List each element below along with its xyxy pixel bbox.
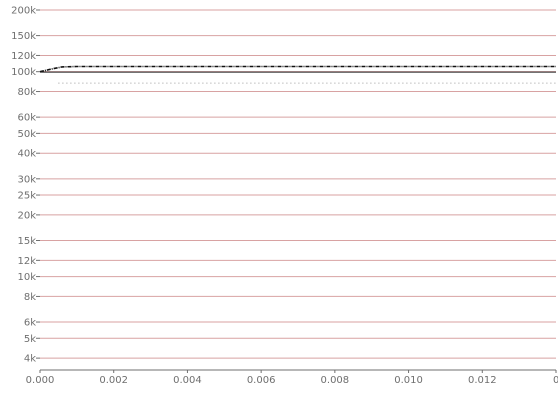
x-tick-label-6: 0.012: [468, 375, 497, 386]
y-tick-label-17: 4k: [24, 354, 36, 365]
y-tick-label-8: 30k: [17, 174, 36, 185]
x-axis: 0.000 0.002 0.004 0.006 0.008 0.010 0.012 0.01: [26, 369, 558, 386]
plot-area: [39, 65, 556, 84]
grid: [40, 9, 556, 359]
series-line-0: [39, 65, 556, 73]
y-tick-label-0: 200k: [11, 6, 36, 17]
y-tick-label-5: 60k: [17, 113, 36, 124]
y-tick-label-1: 150k: [11, 31, 36, 42]
y-tick-label-3: 100k: [11, 67, 36, 78]
x-tick-label-2: 0.004: [173, 375, 202, 386]
y-tick-label-11: 15k: [17, 236, 36, 247]
y-tick-label-12: 12k: [17, 256, 36, 267]
y-tick-label-9: 25k: [17, 191, 36, 202]
x-tick-label-5: 0.010: [394, 375, 423, 386]
y-tick-label-6: 50k: [17, 129, 36, 140]
y-tick-label-14: 8k: [24, 292, 36, 303]
y-tick-label-4: 80k: [17, 87, 36, 98]
y-tick-label-13: 10k: [17, 272, 36, 283]
y-tick-label-15: 6k: [24, 318, 36, 329]
y-tick-label-10: 20k: [17, 210, 36, 221]
x-tick-label-7: 0.01: [553, 375, 558, 386]
x-tick-label-3: 0.006: [247, 375, 276, 386]
x-tick-label-4: 0.008: [321, 375, 350, 386]
x-tick-label-1: 0.002: [99, 375, 128, 386]
y-tick-label-2: 120k: [11, 51, 36, 62]
y-axis: 200k 150k 120k 100k 80k 60k 50k 40k 30k 25k 20k 15k…: [11, 6, 40, 365]
y-tick-label-16: 5k: [24, 334, 36, 345]
y-tick-label-7: 40k: [17, 149, 36, 160]
x-tick-label-0: 0.000: [26, 375, 55, 386]
